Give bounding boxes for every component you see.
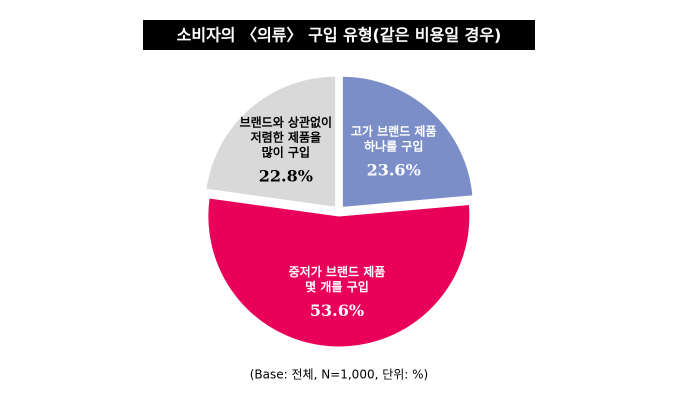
value-label: 22.8% <box>259 166 313 185</box>
slice-label: 고가 브랜드 제품 <box>351 123 437 138</box>
slice-label: 하나를 구입 <box>364 138 423 153</box>
pie-slice <box>207 197 471 348</box>
value-label: 23.6% <box>367 160 421 179</box>
pie-slice <box>341 75 474 208</box>
value-label: 53.6% <box>310 301 364 320</box>
slice-label: 많이 구입 <box>262 144 310 159</box>
slice-label: 브랜드와 상관없이 <box>240 114 333 129</box>
pie-slice <box>205 75 337 208</box>
footnote: (Base: 전체, N=1,000, 단위: %) <box>250 368 429 382</box>
chart-title: 소비자의 〈의류〉 구입 유형(같은 비용일 경우) <box>177 26 502 45</box>
slice-label: 저렴한 제품을 <box>251 129 321 144</box>
slice-label: 중저가 브랜드 제품 <box>289 264 386 279</box>
title-box <box>143 20 535 50</box>
slice-label: 몇 개를 구입 <box>305 279 369 294</box>
